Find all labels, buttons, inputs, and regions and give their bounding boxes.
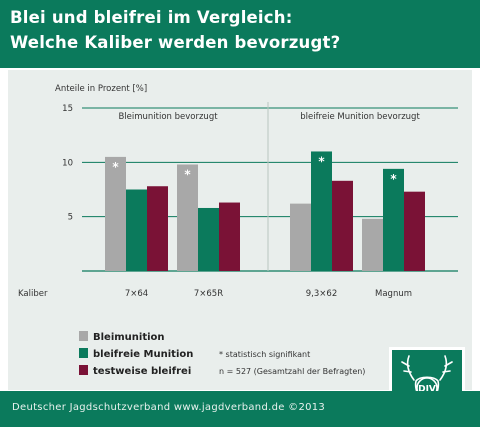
footer-bar: Deutscher Jagdschutzverband www.jagdverb… [0, 391, 480, 427]
significance-marker: * [390, 172, 397, 186]
group-label: Bleimunition bevorzugt [118, 112, 218, 122]
sample-size-note: n = 527 (Gesamtzahl der Befragten) [219, 367, 365, 376]
footer-text: Deutscher Jagdschutzverband www.jagdverb… [12, 402, 326, 413]
x-axis-title: Kaliber [18, 289, 48, 299]
significance-marker: * [318, 154, 325, 168]
bar [147, 186, 168, 271]
y-axis-title: Anteile in Prozent [%] [55, 84, 147, 94]
bar [219, 202, 240, 271]
significance-marker: * [184, 168, 191, 182]
label-layer: Bleimunition bevorzugt bleifreie Munition… [118, 112, 420, 299]
bar [126, 189, 147, 271]
bar [404, 191, 425, 271]
x-tick-label: 7×65R [194, 289, 223, 299]
group-label: bleifreie Munition bevorzugt [300, 112, 420, 122]
bar [311, 151, 332, 271]
bar [332, 180, 353, 271]
x-tick-label: Magnum [375, 289, 412, 299]
legend-label: bleifreie Munition [93, 349, 193, 360]
x-tick-label: 9,3×62 [306, 289, 337, 299]
bar [198, 207, 219, 271]
bar [362, 218, 383, 271]
legend-swatch [79, 365, 88, 375]
y-tick-label: 5 [68, 213, 73, 223]
legend-label: testweise bleifrei [93, 366, 191, 377]
legend-swatch [79, 348, 88, 358]
title-line-1: Blei und bleifrei im Vergleich: [10, 8, 293, 27]
bar [383, 168, 404, 271]
bar [105, 156, 126, 271]
significance-note: * statistisch signifikant [219, 350, 310, 359]
legend-swatch [79, 331, 88, 341]
legend-label: Bleimunition [93, 332, 165, 343]
y-tick-label: 10 [62, 158, 73, 168]
significance-marker: * [112, 160, 119, 174]
stag-emblem-icon: DJV [401, 355, 453, 408]
title-line-2: Welche Kaliber werden bevorzugt? [10, 33, 341, 52]
bar [290, 203, 311, 271]
y-tick-label: 15 [62, 104, 73, 114]
header-banner: Blei und bleifrei im Vergleich: Welche K… [0, 0, 480, 68]
bar [177, 164, 198, 271]
logo-text: DJV [418, 385, 436, 395]
x-tick-label: 7×64 [125, 289, 148, 299]
bar-layer: * * * * [105, 151, 425, 271]
legend: Bleimunition bleifreie Munition testweise … [79, 331, 365, 377]
